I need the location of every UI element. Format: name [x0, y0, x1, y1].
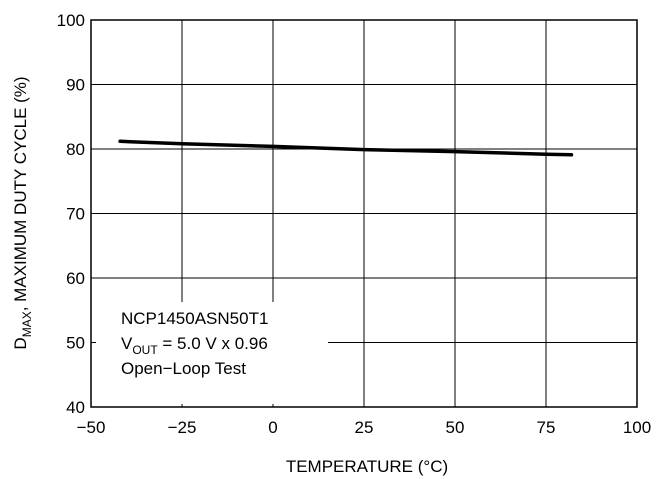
- y-tick-label: 100: [57, 11, 85, 30]
- plot-frame: [90, 19, 638, 408]
- y-axis-title-sub: MAX: [20, 311, 34, 337]
- x-tick-label: 0: [268, 418, 277, 437]
- annotation-test-type: Open−Loop Test: [121, 359, 246, 378]
- series-layer: [118, 139, 574, 157]
- x-tick-label: 100: [623, 418, 651, 437]
- y-axis-title: DMAX, MAXIMUM DUTY CYCLE (%): [11, 76, 34, 349]
- series-line-0: [118, 139, 574, 157]
- annotation-background: [96, 302, 328, 404]
- y-axis-title-rest: , MAXIMUM DUTY CYCLE (%): [11, 76, 30, 311]
- x-tick-label: 75: [537, 418, 556, 437]
- annotation: NCP1450ASN50T1 VOUT = 5.0 V x 0.96 Open−…: [121, 309, 268, 378]
- x-tick-label: −50: [77, 418, 106, 437]
- annotation-vout-rest: = 5.0 V x 0.96: [158, 334, 268, 353]
- x-tick-label: −25: [168, 418, 197, 437]
- y-tick-label: 70: [66, 205, 85, 224]
- annotation-vout: VOUT = 5.0 V x 0.96: [121, 334, 268, 357]
- y-tick-label: 90: [66, 76, 85, 95]
- annotation-part-number: NCP1450ASN50T1: [121, 309, 268, 328]
- annotation-vout-main: V: [121, 334, 133, 353]
- y-axis-title-main: D: [11, 337, 30, 349]
- x-axis-title: TEMPERATURE (°C): [286, 457, 448, 476]
- x-tick-labels: −50 −25 0 25 50 75 100: [77, 418, 652, 437]
- y-tick-label: 80: [66, 140, 85, 159]
- annotation-vout-sub: OUT: [132, 343, 158, 357]
- x-tick-label: 50: [446, 418, 465, 437]
- y-tick-label: 60: [66, 269, 85, 288]
- x-tick-label: 25: [355, 418, 374, 437]
- y-tick-labels: 40 50 60 70 80 90 100: [57, 11, 85, 417]
- y-tick-label: 50: [66, 334, 85, 353]
- y-tick-label: 40: [66, 398, 85, 417]
